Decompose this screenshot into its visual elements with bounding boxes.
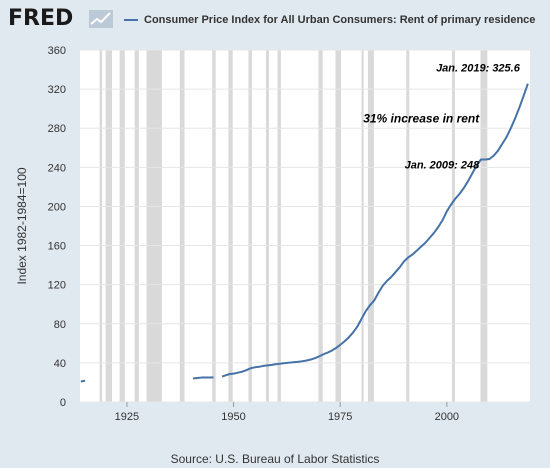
recession-band-7 xyxy=(228,50,233,402)
y-tick-label-320: 320 xyxy=(48,84,66,96)
recession-band-5 xyxy=(179,50,185,402)
chart-legend: Consumer Price Index for All Urban Consu… xyxy=(124,14,535,26)
y-tick-label-120: 120 xyxy=(48,280,66,292)
x-tick-label-2000: 2000 xyxy=(435,411,459,423)
chart-logo-icon xyxy=(89,10,113,28)
recession-band-13 xyxy=(361,50,364,402)
gridlines-group xyxy=(80,49,530,403)
recession-shading-group xyxy=(99,50,488,402)
fred-logo[interactable]: FRED xyxy=(8,6,74,31)
series-line-segment-2 xyxy=(221,83,529,378)
recession-band-8 xyxy=(248,50,252,402)
y-tick-label-360: 360 xyxy=(48,45,66,57)
y-tick-label-80: 80 xyxy=(54,319,66,331)
y-tick-label-240: 240 xyxy=(48,162,66,174)
recession-band-17 xyxy=(480,50,488,402)
recession-band-10 xyxy=(277,50,281,402)
y-tick-label-160: 160 xyxy=(48,241,66,253)
legend-swatch xyxy=(124,19,138,21)
x-tick-label-1950: 1950 xyxy=(221,411,245,423)
y-tick-label-200: 200 xyxy=(48,201,66,213)
recession-band-1 xyxy=(105,50,112,402)
recession-band-14 xyxy=(367,50,374,402)
annotation-jan-2019: Jan. 2019: 325.6 xyxy=(436,63,521,75)
y-axis-label: Index 1982-1984=100 xyxy=(15,167,29,284)
source-note: Source: U.S. Bureau of Labor Statistics xyxy=(170,452,380,466)
recession-band-2 xyxy=(119,50,125,402)
x-tick-label-1925: 1925 xyxy=(115,411,139,423)
y-tick-labels-group: 0 40 80 120 160 200 240 280 320 360 xyxy=(48,45,66,409)
recession-band-4 xyxy=(146,50,162,402)
annotation-jan-2009: Jan. 2009: 248 xyxy=(405,160,480,172)
x-tick-labels-group: 1925 1950 1975 2000 xyxy=(115,402,459,423)
series-line-segment-0 xyxy=(80,379,86,383)
x-tick-label-1975: 1975 xyxy=(328,411,352,423)
recession-band-16 xyxy=(451,50,455,402)
series-line-segment-1 xyxy=(192,376,214,380)
y-tick-label-0: 0 xyxy=(60,397,66,409)
chart-header: FRED Consumer Price Index for All Urban … xyxy=(0,0,550,40)
annotations-group: Jan. 2019: 325.6 Jan. 2009: 248 31% increa… xyxy=(363,63,521,172)
recession-band-12 xyxy=(335,50,342,402)
legend-label: Consumer Price Index for All Urban Consu… xyxy=(144,14,536,26)
y-tick-label-280: 280 xyxy=(48,123,66,135)
recession-band-11 xyxy=(318,50,323,402)
recession-band-3 xyxy=(134,50,139,402)
series-line-group xyxy=(80,83,529,383)
recession-band-15 xyxy=(406,50,410,402)
recession-band-6 xyxy=(212,50,216,402)
recession-band-9 xyxy=(265,50,269,402)
y-tick-label-40: 40 xyxy=(54,358,66,370)
annotation-rent-increase: 31% increase in rent xyxy=(363,111,480,125)
recession-band-0 xyxy=(99,50,103,402)
